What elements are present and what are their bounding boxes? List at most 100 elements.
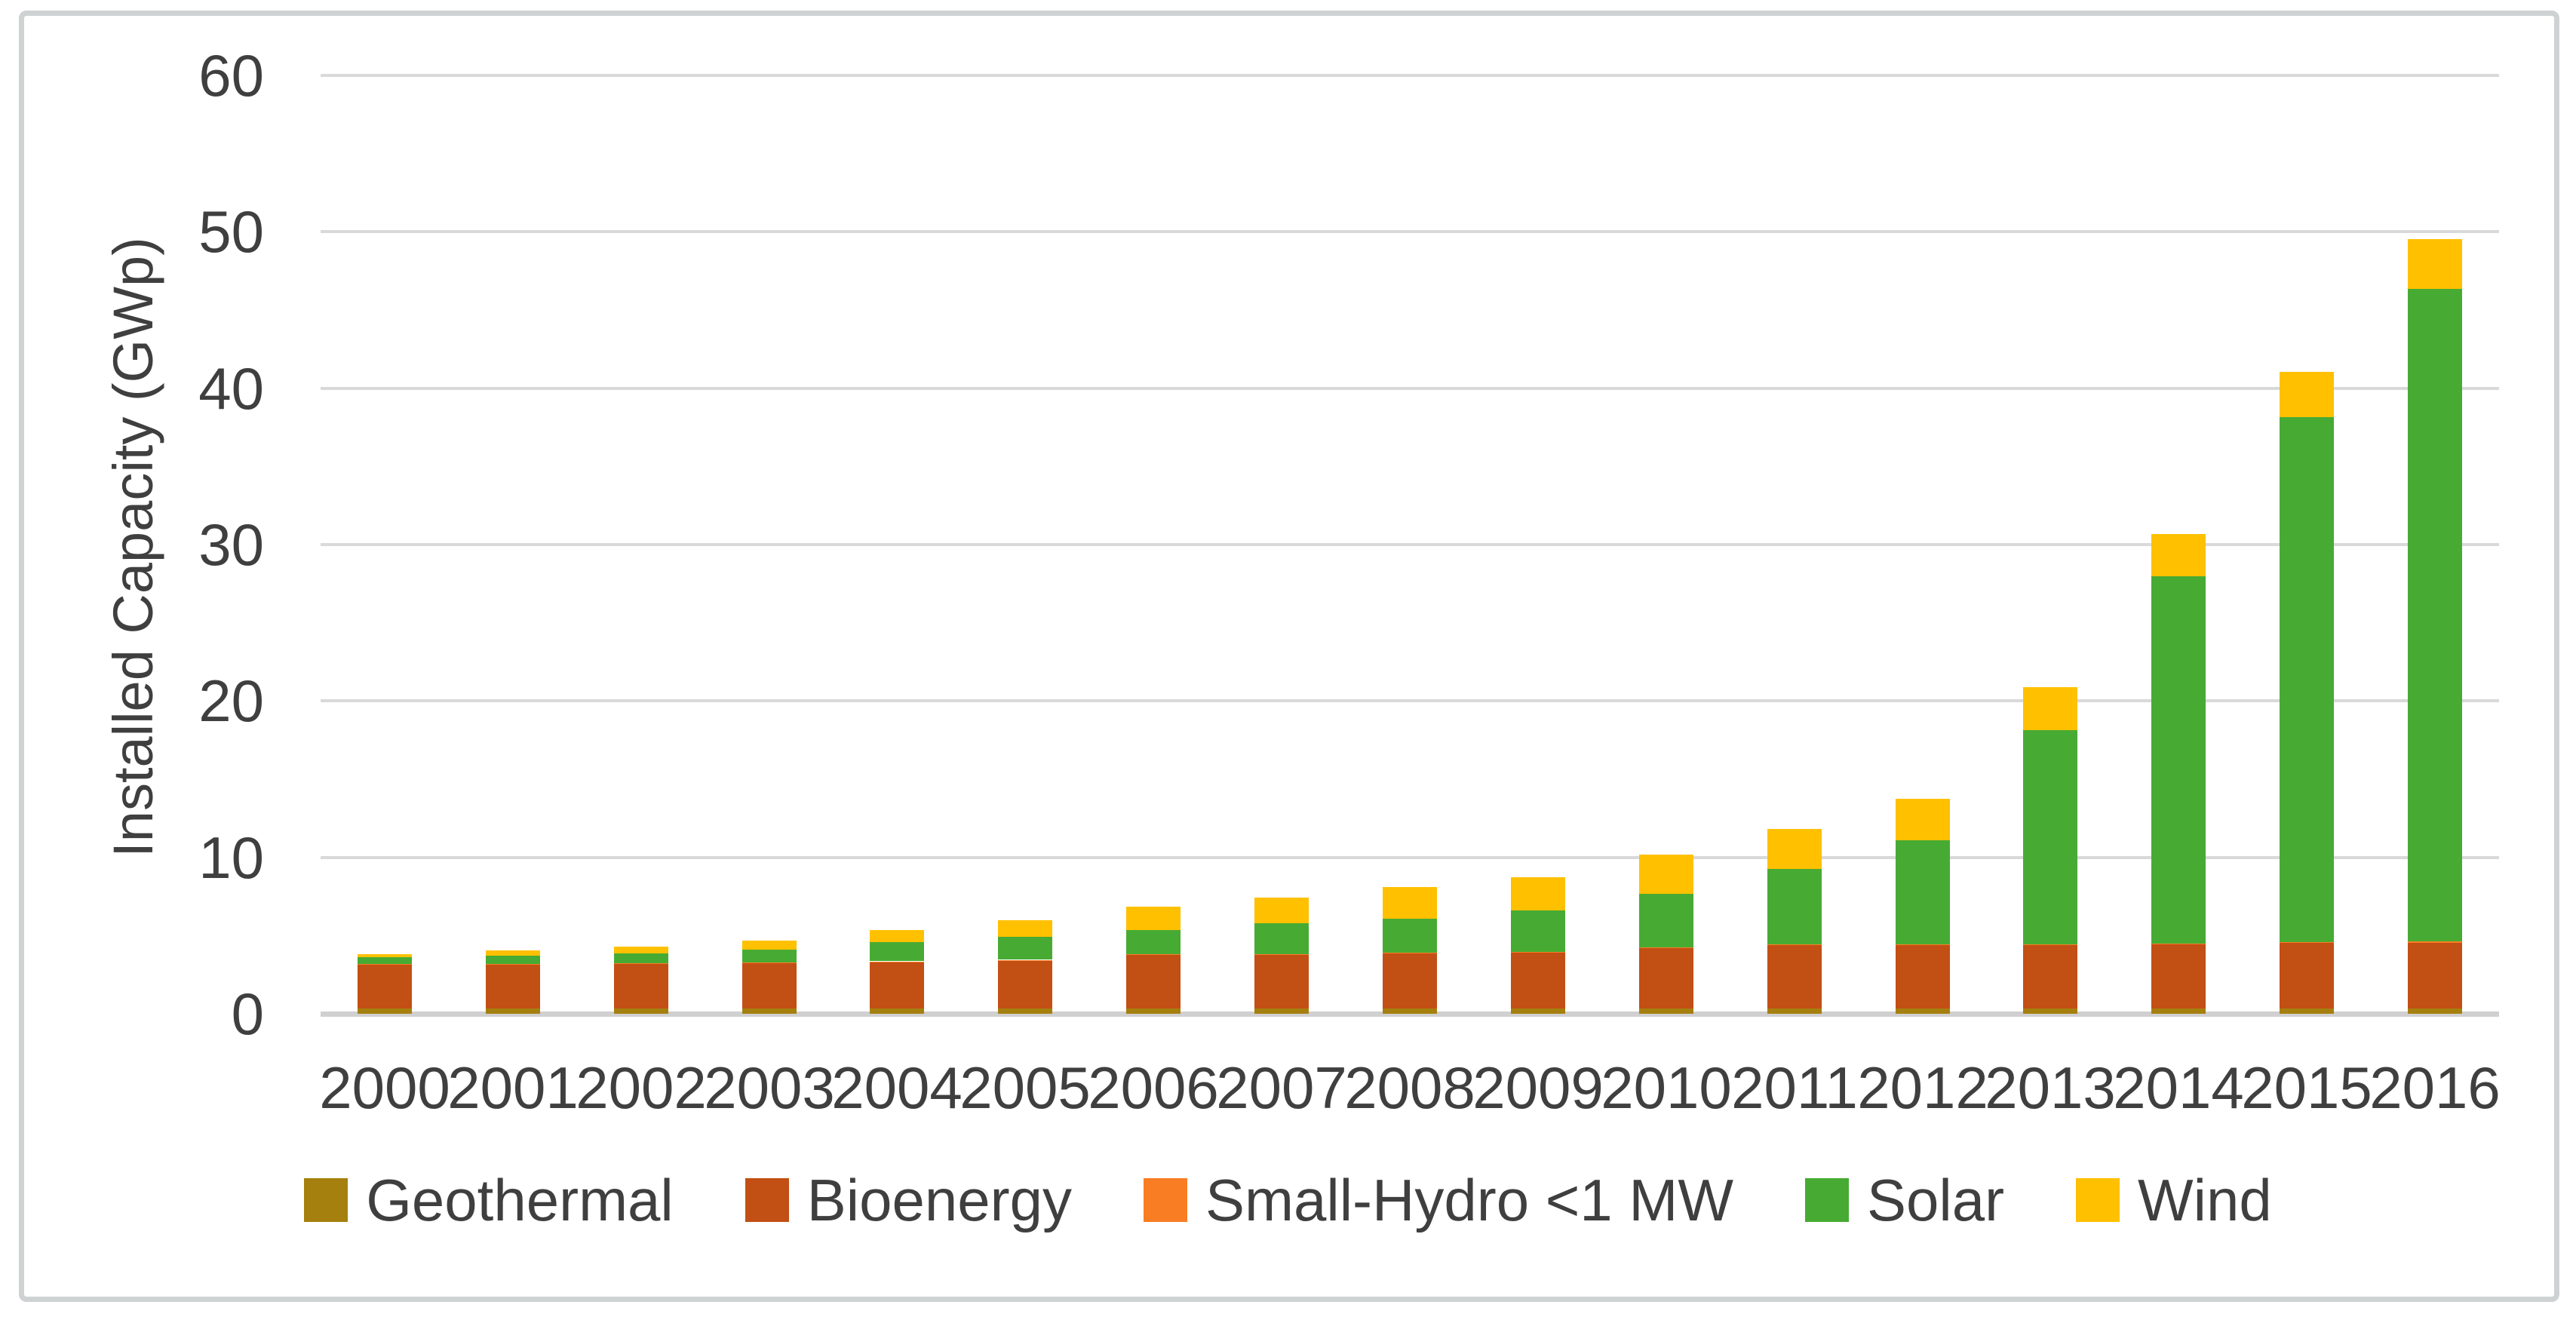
bar-segment-solar-2001	[486, 956, 540, 964]
legend-item-solar: Solar	[1804, 1167, 2005, 1233]
bar-segment-solar-2003	[742, 950, 797, 962]
bar-segment-bioenergy-2014	[2151, 944, 2206, 1008]
bar-segment-small-hydro-1-mw-2009	[1511, 952, 1565, 953]
y-tick-label-50: 50	[198, 198, 264, 265]
bar-segment-small-hydro-1-mw-2011	[1767, 944, 1822, 945]
bar-segment-wind-2006	[1126, 907, 1181, 931]
bar-segment-solar-2014	[2151, 576, 2206, 944]
bar-segment-geothermal-2000	[358, 1008, 412, 1014]
y-tick-label-0: 0	[231, 981, 264, 1047]
bar-segment-solar-2007	[1254, 922, 1309, 955]
bar-segment-geothermal-2006	[1126, 1008, 1181, 1014]
bar-segment-solar-2004	[870, 941, 924, 962]
bar-segment-bioenergy-2008	[1383, 953, 1437, 1008]
bar-segment-small-hydro-1-mw-2010	[1639, 947, 1693, 948]
bar-segment-small-hydro-1-mw-2016	[2408, 941, 2462, 943]
bar-segment-wind-2008	[1383, 887, 1437, 919]
bar-segment-solar-2002	[614, 953, 668, 963]
bar-segment-small-hydro-1-mw-2007	[1254, 954, 1309, 956]
x-label-2009: 2009	[1472, 1054, 1604, 1121]
bar-segment-solar-2011	[1767, 869, 1822, 944]
bar-segment-solar-2009	[1511, 910, 1565, 953]
y-tick-label-60: 60	[198, 42, 264, 109]
y-tick-label-30: 30	[198, 511, 264, 578]
bar-segment-wind-2002	[614, 946, 668, 954]
x-label-2006: 2006	[1088, 1054, 1219, 1121]
bar-segment-solar-2008	[1383, 918, 1437, 953]
bar-segment-small-hydro-1-mw-2003	[742, 962, 797, 963]
bar-segment-bioenergy-2013	[2023, 944, 2077, 1008]
bar-segment-geothermal-2007	[1254, 1008, 1309, 1014]
x-label-2003: 2003	[704, 1054, 835, 1121]
bar-segment-bioenergy-2005	[998, 960, 1052, 1008]
x-label-2013: 2013	[1985, 1054, 2116, 1121]
legend-swatch-solar	[1804, 1178, 1849, 1222]
bar-segment-geothermal-2001	[486, 1008, 540, 1014]
bar-segment-small-hydro-1-mw-2013	[2023, 944, 2077, 945]
bar-segment-small-hydro-1-mw-2012	[1896, 944, 1950, 945]
x-label-2014: 2014	[2113, 1054, 2244, 1121]
x-label-2008: 2008	[1344, 1054, 1475, 1121]
bar-segment-small-hydro-1-mw-2000	[358, 963, 412, 965]
bar-segment-bioenergy-2011	[1767, 944, 1822, 1008]
bar-segment-bioenergy-2003	[742, 962, 797, 1008]
bar-segment-solar-2006	[1126, 930, 1181, 955]
bar-segment-bioenergy-2001	[486, 964, 540, 1008]
bar-segment-wind-2012	[1896, 798, 1950, 840]
bar-segment-bioenergy-2012	[1896, 944, 1950, 1008]
bar-segment-wind-2011	[1767, 829, 1822, 870]
x-label-2016: 2016	[2369, 1054, 2501, 1121]
bar-segment-small-hydro-1-mw-2002	[614, 962, 668, 964]
bar-segment-geothermal-2015	[2280, 1008, 2334, 1014]
bar-segment-wind-2010	[1639, 854, 1693, 895]
gridline-0	[321, 1011, 2499, 1017]
bar-segment-solar-2016	[2408, 289, 2462, 941]
legend: Geothermal Bioenergy Small-Hydro <1 MW Sola…	[0, 1171, 2576, 1229]
bar-segment-bioenergy-2007	[1254, 955, 1309, 1008]
bar-segment-wind-2003	[742, 940, 797, 950]
bar-segment-wind-2013	[2023, 686, 2077, 730]
bar-segment-bioenergy-2004	[870, 962, 924, 1008]
gridline-30	[321, 543, 2499, 546]
bar-segment-geothermal-2003	[742, 1008, 797, 1014]
x-label-2010: 2010	[1601, 1054, 1732, 1121]
bar-segment-geothermal-2009	[1511, 1008, 1565, 1014]
bar-segment-wind-2014	[2151, 533, 2206, 576]
bar-segment-wind-2015	[2280, 371, 2334, 417]
bar-segment-bioenergy-2006	[1126, 955, 1181, 1008]
legend-label-solar: Solar	[1866, 1167, 2005, 1233]
bar-segment-geothermal-2010	[1639, 1008, 1693, 1014]
legend-swatch-geothermal	[304, 1178, 348, 1222]
bar-segment-geothermal-2014	[2151, 1008, 2206, 1014]
bar-segment-geothermal-2016	[2408, 1008, 2462, 1014]
legend-item-geothermal: Geothermal	[304, 1171, 674, 1229]
x-label-2011: 2011	[1731, 1054, 1858, 1121]
legend-label-bioenergy: Bioenergy	[806, 1167, 1072, 1233]
bar-segment-wind-2004	[870, 930, 924, 942]
bar-segment-geothermal-2002	[614, 1008, 668, 1014]
bar-segment-wind-2000	[358, 954, 412, 958]
x-label-2005: 2005	[959, 1054, 1091, 1121]
legend-swatch-small-hydro-1-mw	[1144, 1178, 1187, 1222]
bar-segment-small-hydro-1-mw-2001	[486, 963, 540, 965]
gridline-40	[321, 387, 2499, 390]
bar-segment-wind-2016	[2408, 238, 2462, 289]
bar-segment-wind-2001	[486, 950, 540, 956]
bar-segment-geothermal-2005	[998, 1008, 1052, 1014]
x-label-2000: 2000	[319, 1054, 450, 1121]
legend-swatch-wind	[2076, 1178, 2120, 1222]
bar-segment-bioenergy-2010	[1639, 947, 1693, 1008]
x-label-2004: 2004	[831, 1054, 963, 1121]
bar-segment-wind-2007	[1254, 897, 1309, 923]
figure-frame	[19, 11, 2559, 1302]
gridline-20	[321, 699, 2499, 702]
bar-segment-solar-2005	[998, 937, 1052, 960]
bar-segment-geothermal-2008	[1383, 1008, 1437, 1014]
legend-label-wind: Wind	[2138, 1167, 2272, 1233]
gridline-10	[321, 856, 2499, 859]
bar-segment-small-hydro-1-mw-2015	[2280, 941, 2334, 943]
bar-segment-bioenergy-2002	[614, 963, 668, 1008]
bar-segment-geothermal-2004	[870, 1008, 924, 1014]
y-tick-label-10: 10	[198, 824, 264, 891]
